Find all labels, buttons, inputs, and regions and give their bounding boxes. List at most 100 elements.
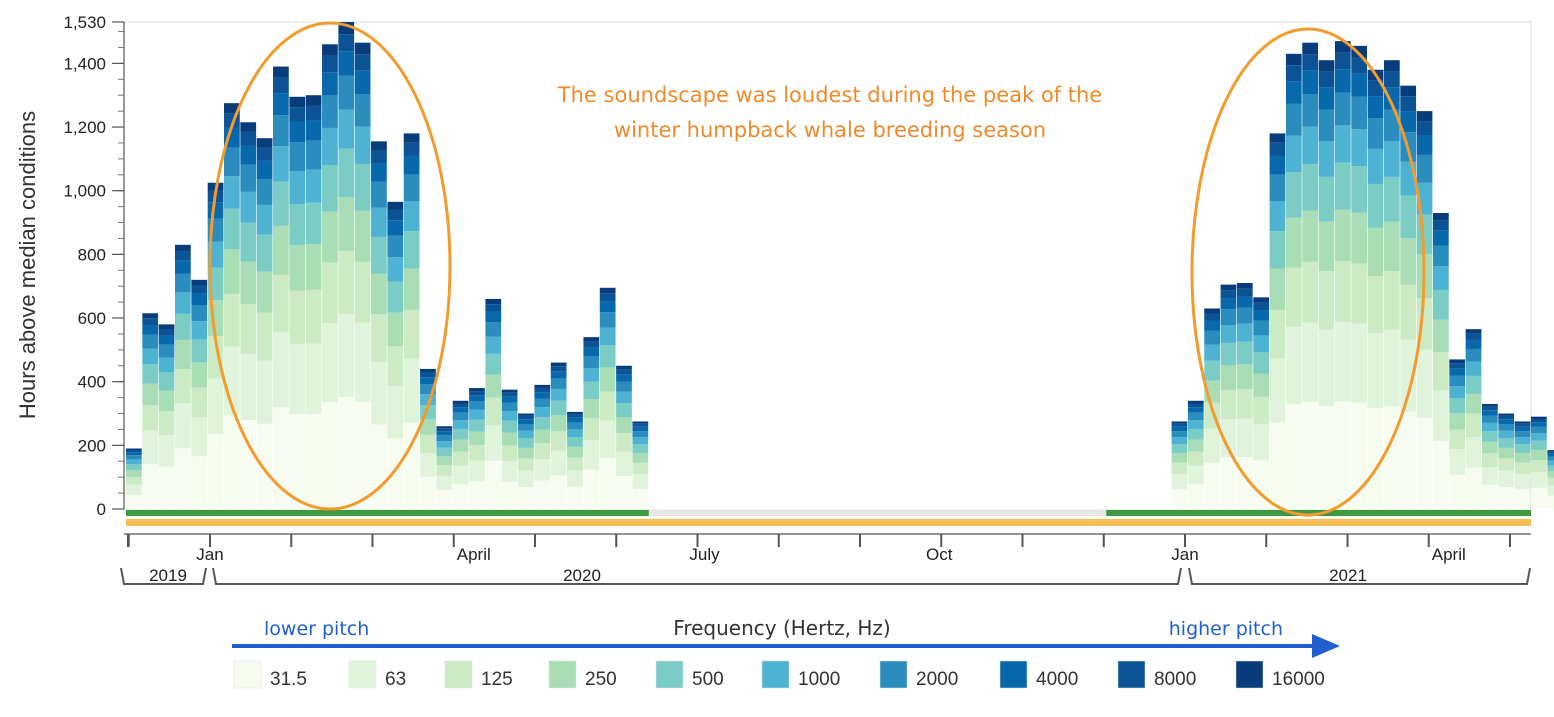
bar-segment-16000hz (469, 388, 485, 392)
bar-segment-4000hz (518, 419, 534, 425)
bar-segment-2000hz (1432, 245, 1449, 267)
bar-segment-31.5hz (207, 433, 224, 509)
bar-segment-63hz (1204, 428, 1220, 463)
bar-segment-125hz (616, 433, 632, 452)
bar-segment-4000hz (616, 374, 632, 382)
bar-segment-1000hz (567, 429, 583, 438)
bar-segment-2000hz (1220, 309, 1237, 325)
bar-segment-250hz (289, 245, 306, 291)
bar-segment-250hz (485, 374, 502, 398)
bar-segment-63hz (1416, 349, 1433, 418)
bar-segment-16000hz (1481, 403, 1498, 407)
bar-segment-250hz (338, 197, 355, 251)
bar-segment-125hz (1269, 309, 1286, 359)
bar-segment-63hz (534, 459, 551, 481)
bar-segment-1000hz (256, 204, 273, 235)
bar-segment-250hz (1269, 268, 1286, 310)
bar-segment-500hz (1351, 166, 1368, 213)
bar-segment-125hz (1432, 352, 1449, 391)
bar-segment-63hz (501, 461, 518, 482)
bar-segment-1000hz (273, 146, 289, 182)
bar-segment-2000hz (126, 455, 142, 460)
bar-segment-31.5hz (452, 484, 469, 509)
bar-segment-31.5hz (485, 460, 502, 509)
bar-segment-8000hz (256, 147, 273, 161)
bar-segment-31.5hz (599, 458, 616, 509)
bar-segment-125hz (1531, 460, 1547, 473)
bar-segment-1000hz (452, 420, 469, 429)
bar-segment-63hz (1514, 473, 1531, 489)
bar-segment-16000hz (224, 103, 240, 114)
bar-segment-500hz (289, 203, 306, 246)
bar-segment-2000hz (616, 381, 632, 392)
bar-segment-31.5hz (1383, 405, 1400, 509)
bar-segment-63hz (1449, 449, 1466, 475)
bar-segment-63hz (1236, 418, 1253, 458)
bar-segment-31.5hz (1302, 401, 1319, 509)
bar-segment-500hz (1204, 360, 1220, 381)
bar-segment-31.5hz (1318, 405, 1335, 509)
bar-segment-8000hz (371, 150, 387, 164)
bar-segment-8000hz (1171, 423, 1188, 427)
bar-segment-63hz (1432, 390, 1449, 441)
bar-segment-125hz (1171, 462, 1188, 474)
bar-segment-4000hz (1514, 426, 1531, 432)
bar-segment-125hz (1236, 389, 1253, 419)
bar-segment-250hz (1236, 364, 1253, 390)
bar-segment-250hz (403, 268, 420, 310)
bar-segment-500hz (599, 345, 616, 368)
bar-segment-31.5hz (1367, 407, 1384, 509)
bar-segment-8000hz (452, 403, 469, 408)
bar-segment-16000hz (420, 368, 436, 373)
bar-segment-2000hz (1465, 348, 1482, 362)
y-tick-label: 1,400 (63, 54, 106, 73)
x-month-label: Jan (1171, 545, 1198, 564)
bar-segment-250hz (224, 249, 240, 294)
bar-segment-31.5hz (1481, 484, 1498, 509)
bar-segment-4000hz (1171, 426, 1188, 432)
bar-segment-16000hz (599, 287, 616, 294)
bar-segment-500hz (534, 417, 551, 430)
year-bracket (120, 567, 207, 585)
bar-segment-31.5hz (191, 456, 208, 509)
bar-segment-63hz (485, 424, 502, 461)
bar-segment-250hz (1498, 447, 1515, 459)
bar-segment-63hz (191, 417, 208, 457)
x-month-label: Jan (196, 545, 223, 564)
bar-segment-1000hz (1432, 266, 1449, 290)
bar-segment-250hz (191, 362, 208, 388)
bar-segment-1000hz (1220, 324, 1237, 343)
bar-segment-1000hz (436, 441, 453, 448)
bar-segment-250hz (1531, 449, 1547, 461)
bar-segment-63hz (1171, 473, 1188, 489)
bar-segment-125hz (1498, 458, 1515, 471)
bar-segment-500hz (567, 437, 583, 447)
legend-swatch-250hz (548, 660, 577, 689)
bar-segment-4000hz (436, 431, 453, 436)
bar-segment-8000hz (1236, 288, 1253, 297)
bar-segment-63hz (1269, 358, 1286, 423)
bar-segment-8000hz (1269, 142, 1286, 156)
bar-segment-63hz (371, 361, 387, 425)
bar-segment-500hz (305, 202, 322, 245)
bar-segment-63hz (1220, 419, 1237, 458)
bar-segment-500hz (403, 231, 420, 269)
bar-segment-125hz (191, 387, 208, 418)
bar-segment-31.5hz (387, 438, 404, 509)
bar-segment-500hz (1318, 176, 1335, 222)
y-tick-label: 0 (97, 500, 106, 519)
bar-segment-2000hz (1318, 109, 1335, 141)
bar-segment-500hz (126, 464, 142, 471)
bar-segment-4000hz (1367, 96, 1384, 119)
bar-segment-63hz (599, 420, 616, 459)
bar-segment-16000hz (518, 413, 534, 416)
bar-segment-16000hz (175, 244, 191, 252)
bar-segment-31.5hz (158, 466, 175, 509)
bar-segment-1000hz (583, 368, 600, 382)
bar-segment-125hz (1449, 429, 1466, 450)
bar-segment-16000hz (256, 138, 273, 148)
bar-segment-16000hz (452, 400, 469, 404)
bar-segment-8000hz (1285, 65, 1302, 82)
bar-segment-8000hz (1432, 220, 1449, 231)
bar-segment-16000hz (1220, 284, 1237, 291)
